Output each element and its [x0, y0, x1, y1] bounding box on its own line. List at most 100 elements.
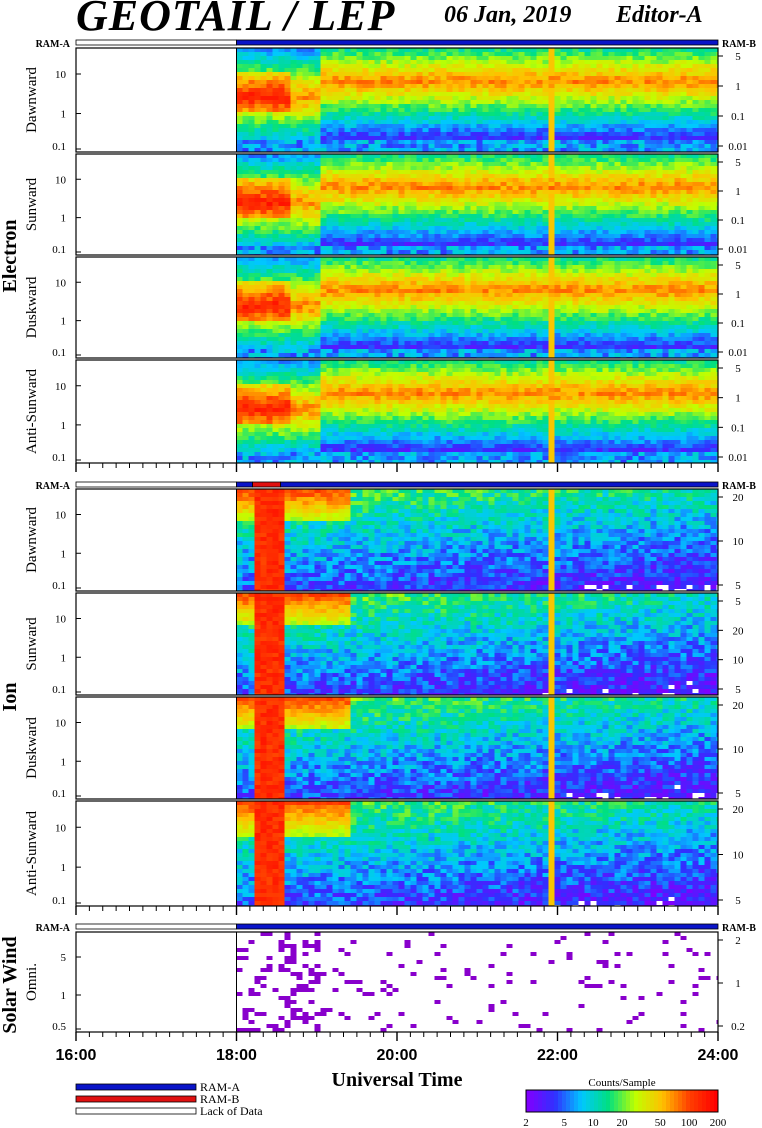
colorbar-cell: [582, 1090, 587, 1112]
x-axis-label: Universal Time: [332, 1069, 463, 1091]
panel-label: Sunward: [24, 617, 40, 671]
colorbar-cell: [598, 1090, 603, 1112]
colorbar-cell: [678, 1090, 683, 1112]
right-tick-label: 20: [733, 700, 745, 712]
colorbar-cell: [714, 1090, 719, 1112]
panel-frame: [75, 256, 719, 359]
panel-frame: [75, 488, 719, 592]
panel-label: Anti-Sunward: [24, 369, 40, 454]
right-tick-label: 5: [735, 363, 741, 375]
colorbar-cell: [694, 1090, 699, 1112]
colorbar-cell: [670, 1090, 675, 1112]
colorbar-cell: [618, 1090, 623, 1112]
colorbar-tick-label: 10: [588, 1117, 600, 1128]
plot-title: GEOTAIL / LEP: [76, 0, 396, 40]
right-tick-label: 2: [735, 935, 741, 947]
colorbar-cell: [702, 1090, 707, 1112]
colorbar-cell: [686, 1090, 691, 1112]
colorbar-cell: [570, 1090, 575, 1112]
colorbar-cell: [682, 1090, 687, 1112]
mode-bar-segment: [75, 39, 237, 46]
plot-date: 06 Jan, 2019: [444, 2, 572, 28]
left-tick-label: 10: [55, 614, 67, 626]
spectrogram-cells: [236, 257, 718, 358]
mode-label-left: RAM-A: [36, 481, 71, 492]
panel-label: Sunward: [24, 177, 40, 231]
right-tick-label: 1: [735, 393, 741, 405]
colorbar-tick-label: 20: [617, 1117, 629, 1128]
right-tick-label: 0.01: [728, 452, 747, 464]
colorbar-cell: [622, 1090, 627, 1112]
panel-frame: [75, 696, 719, 800]
colorbar-cell: [662, 1090, 667, 1112]
colorbar-cell: [602, 1090, 607, 1112]
right-tick-label: 10: [733, 744, 745, 756]
mode-label-right: RAM-B: [722, 481, 756, 492]
right-tick-label: 0.1: [731, 111, 745, 123]
colorbar-cell: [642, 1090, 647, 1112]
spectrogram-cells: [236, 801, 718, 906]
right-tick-label: 10: [733, 655, 745, 667]
mode-bar-segment: [75, 923, 237, 930]
colorbar-cell: [550, 1090, 555, 1112]
colorbar-tick-label: 5: [561, 1117, 567, 1128]
legend-label: RAM-A: [200, 1080, 240, 1094]
spectrogram-cells: [236, 48, 718, 152]
legend-swatch: [75, 1095, 197, 1103]
colorbar-cell: [578, 1090, 583, 1112]
x-tick-label: 22:00: [537, 1047, 578, 1064]
left-tick-label: 1: [61, 109, 67, 121]
colorbar-cell: [586, 1090, 591, 1112]
left-tick-label: 10: [55, 822, 67, 834]
spectrogram-cells: [236, 489, 718, 591]
left-tick-label: 1: [61, 420, 67, 432]
right-tick-label: 5: [735, 895, 741, 907]
right-tick-label: 0.01: [728, 347, 747, 359]
right-tick-label: 0.1: [731, 422, 745, 434]
left-tick-label: 1: [61, 652, 67, 664]
colorbar-cell: [562, 1090, 567, 1112]
spectrogram-cells: [236, 154, 718, 255]
mode-label-right: RAM-B: [722, 39, 756, 50]
left-tick-label: 10: [55, 69, 67, 81]
colorbar-cell: [698, 1090, 703, 1112]
colorbar-cell: [534, 1090, 539, 1112]
left-tick-label: 0.1: [52, 452, 66, 464]
left-tick-label: 1: [61, 548, 67, 560]
colorbar-cell: [706, 1090, 711, 1112]
plot-editor: Editor-A: [616, 2, 703, 28]
colorbar-cell: [630, 1090, 635, 1112]
right-tick-label: 1: [735, 81, 741, 93]
right-tick-label: 0.01: [728, 244, 747, 256]
colorbar-cell: [554, 1090, 559, 1112]
colorbar-cell: [634, 1090, 639, 1112]
right-tick-label: 1: [735, 186, 741, 198]
left-tick-label: 1: [61, 756, 67, 768]
group-label: Ion: [0, 683, 21, 712]
colorbar-cell: [526, 1090, 531, 1112]
mode-label-right: RAM-B: [722, 923, 756, 934]
panel-frame: [75, 153, 719, 256]
mode-label-left: RAM-A: [36, 923, 71, 934]
x-tick-label: 16:00: [56, 1047, 97, 1064]
left-tick-label: 0.1: [52, 347, 66, 359]
right-tick-label: 0.1: [731, 318, 745, 330]
right-tick-label: 5: [735, 684, 741, 696]
x-tick-label: 18:00: [216, 1047, 257, 1064]
colorbar-cell: [566, 1090, 571, 1112]
mode-bar-segment: [236, 481, 253, 488]
right-tick-label: 5: [735, 260, 741, 272]
colorbar-cell: [638, 1090, 643, 1112]
right-tick-label: 10: [733, 850, 745, 862]
left-tick-label: 0.1: [52, 141, 66, 153]
spectrogram-cells: [236, 593, 718, 695]
legend-swatch: [75, 1083, 197, 1091]
colorbar-tick-label: 100: [681, 1117, 698, 1128]
colorbar-cell: [710, 1090, 715, 1112]
panel-frame: [75, 931, 719, 1033]
panel-label: Dawnward: [24, 507, 40, 573]
left-tick-label: 0.1: [52, 895, 66, 907]
left-tick-label: 10: [55, 277, 67, 289]
right-tick-label: 5: [735, 51, 741, 63]
mode-bar-segment: [252, 481, 282, 488]
